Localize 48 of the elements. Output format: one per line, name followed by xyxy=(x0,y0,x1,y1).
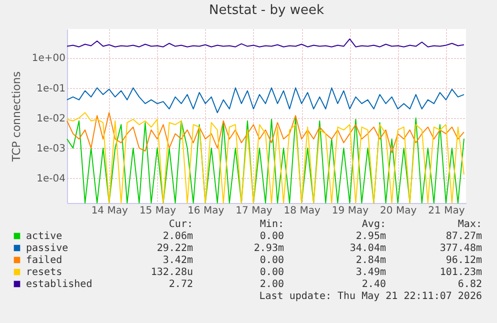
legend-label: active xyxy=(26,231,62,242)
text: 6.82 xyxy=(458,279,482,290)
x-tick-label: 17 May xyxy=(236,206,272,216)
text: 3.49m xyxy=(356,267,386,278)
text: 2.06m xyxy=(162,231,193,242)
y-tick-label: 1e-04 xyxy=(36,174,66,185)
text: 2.95m xyxy=(356,231,386,242)
line-series xyxy=(66,87,464,114)
legend-label: resets xyxy=(26,267,62,278)
text: 34.04m xyxy=(350,243,386,254)
text: 377.48m xyxy=(440,243,482,254)
text: 29.22m xyxy=(156,243,193,254)
line-series xyxy=(66,112,464,154)
x-tick-label: 20 May xyxy=(380,206,417,216)
text: 87.27m xyxy=(446,231,482,242)
legend-label: established xyxy=(26,279,92,290)
text: Min: xyxy=(260,219,284,230)
text: 2.84m xyxy=(356,255,386,266)
x-tick-label: 14 May xyxy=(91,206,128,216)
text: Last update: Thu May 21 22:11:07 2026 xyxy=(259,291,482,302)
y-tick-label: 1e+00 xyxy=(32,53,66,64)
text: 3.42m xyxy=(162,255,193,266)
text: Max: xyxy=(458,219,482,230)
y-tick-label: 1e-03 xyxy=(36,144,66,155)
text: 2.72 xyxy=(168,279,193,290)
text: 2.00 xyxy=(260,279,284,290)
text: 2.93m xyxy=(254,243,284,254)
line-series xyxy=(66,38,464,48)
x-tick-label: 19 May xyxy=(332,206,369,216)
x-tick-label: 15 May xyxy=(139,206,176,216)
y-tick-label: 1e-02 xyxy=(36,113,66,124)
legend-label: passive xyxy=(26,243,68,254)
x-tick-label: 18 May xyxy=(284,206,320,216)
text: 101.23m xyxy=(440,267,482,278)
y-axis-title: TCP connections xyxy=(10,71,23,163)
text: 96.12m xyxy=(446,255,482,266)
y-tick-label: 1e-01 xyxy=(36,83,66,94)
text: 0.00 xyxy=(260,267,284,278)
x-tick-label: 21 May xyxy=(428,206,465,216)
text: Cur: xyxy=(168,219,193,230)
text: Avg: xyxy=(362,219,386,230)
text: 0.00 xyxy=(260,255,284,266)
text: 132.28u xyxy=(150,267,193,278)
text: 2.40 xyxy=(362,279,386,290)
chart-title: Netstat - by week xyxy=(209,3,324,18)
x-tick-label: 16 May xyxy=(188,206,224,216)
text: 0.00 xyxy=(260,231,284,242)
legend-label: failed xyxy=(26,255,62,266)
